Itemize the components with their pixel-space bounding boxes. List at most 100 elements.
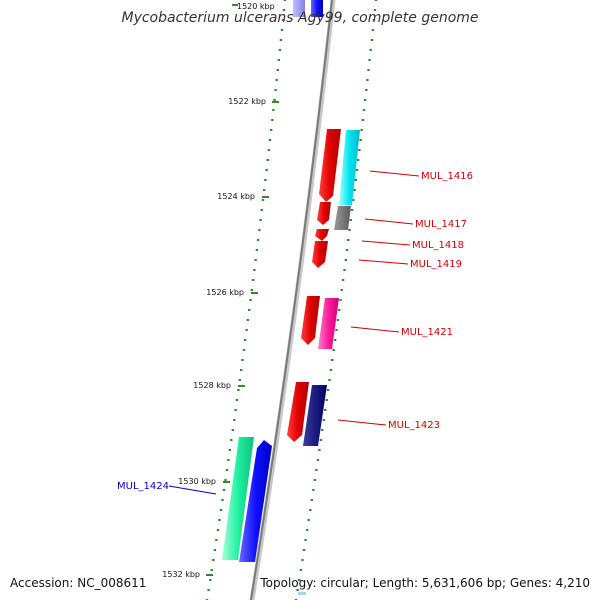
track-dot bbox=[279, 39, 283, 41]
track-dot bbox=[283, 0, 287, 1]
kbp-tick-label-1528: 1528 kbp bbox=[193, 381, 231, 390]
track-dot bbox=[241, 359, 244, 361]
track-dot bbox=[359, 139, 362, 141]
track-dot bbox=[240, 369, 243, 371]
feature-blue-partial bbox=[311, 0, 323, 17]
track-dot bbox=[325, 399, 328, 401]
track-dot bbox=[364, 99, 367, 101]
track-dot bbox=[224, 479, 227, 481]
track-dot bbox=[335, 329, 338, 331]
track-dot bbox=[209, 579, 212, 581]
track-dot bbox=[357, 159, 360, 161]
gene-labels: MUL_1416 MUL_1417 MUL_1418 MUL_1419 MUL_… bbox=[117, 171, 473, 492]
track-dot bbox=[261, 199, 265, 201]
track-dot bbox=[296, 589, 299, 591]
track-dot bbox=[265, 169, 268, 171]
kbp-tick-1526: 1526 kbp bbox=[206, 288, 258, 297]
track-dot bbox=[318, 449, 321, 451]
track-dot bbox=[370, 39, 373, 41]
track-dot bbox=[273, 99, 276, 101]
track-dot bbox=[266, 159, 269, 161]
gene-label-mul-1418[interactable]: MUL_1418 bbox=[412, 240, 464, 251]
track-dot bbox=[277, 59, 280, 61]
track-dot bbox=[301, 559, 304, 561]
kbp-tick-1524: 1524 kbp bbox=[217, 192, 269, 201]
label-leader-lines bbox=[168, 170, 420, 495]
track-dot bbox=[347, 239, 350, 241]
track-dot bbox=[230, 439, 233, 441]
gene-label-mul-1417[interactable]: MUL_1417 bbox=[415, 219, 467, 230]
gene-feature-cyan-1416 bbox=[339, 130, 360, 205]
gene-feature-red-1420 bbox=[301, 296, 320, 345]
track-dot bbox=[361, 119, 365, 121]
accession-label: Accession: NC_008611 bbox=[10, 576, 147, 590]
kbp-tick-1532: 1532 kbp bbox=[162, 570, 213, 579]
kbp-tick-label-1532: 1532 kbp bbox=[162, 570, 200, 579]
track-dot bbox=[339, 299, 342, 301]
genome-backbone bbox=[249, 0, 336, 600]
gene-feature-blue-1424 bbox=[239, 440, 272, 562]
track-dot bbox=[332, 349, 335, 351]
track-dot bbox=[264, 179, 267, 181]
track-dot bbox=[299, 569, 303, 571]
track-dot bbox=[328, 379, 331, 381]
track-dot bbox=[369, 49, 372, 51]
track-dot bbox=[246, 319, 250, 321]
track-dot bbox=[309, 509, 312, 511]
kbp-tick-1530: 1530 kbp bbox=[178, 477, 230, 486]
track-dot bbox=[276, 69, 279, 71]
track-dot bbox=[210, 569, 213, 571]
track-dot bbox=[278, 49, 282, 51]
track-dot bbox=[333, 339, 337, 341]
leader-line-1424 bbox=[168, 485, 217, 495]
top-partial-features bbox=[293, 0, 323, 17]
kbp-tick-1522: 1522 kbp bbox=[228, 97, 279, 106]
track-dot bbox=[349, 219, 352, 221]
track-dot bbox=[372, 19, 376, 21]
track-dot bbox=[275, 79, 278, 81]
track-dot bbox=[362, 109, 366, 111]
track-dot bbox=[255, 249, 259, 251]
track-dot bbox=[360, 129, 363, 131]
gene-feature-red-1418 bbox=[315, 229, 329, 241]
track-dot bbox=[245, 329, 248, 331]
track-dot bbox=[242, 349, 246, 351]
gene-label-mul-1419[interactable]: MUL_1419 bbox=[410, 259, 462, 270]
track-dot bbox=[271, 119, 274, 121]
inner-dotted-track bbox=[205, 0, 287, 600]
track-dot bbox=[321, 429, 324, 431]
track-dot bbox=[274, 89, 277, 91]
gene-label-mul-1423[interactable]: MUL_1423 bbox=[388, 420, 440, 431]
track-dot bbox=[219, 509, 223, 511]
track-dot bbox=[248, 309, 251, 311]
gene-feature-red-1422 bbox=[287, 382, 309, 442]
track-dot bbox=[272, 109, 275, 111]
track-dot bbox=[307, 519, 310, 521]
track-dot bbox=[244, 339, 247, 341]
track-dot bbox=[319, 439, 323, 441]
leader-line-1417 bbox=[364, 218, 414, 225]
track-dot bbox=[250, 289, 253, 291]
track-dot bbox=[221, 499, 224, 501]
track-dot bbox=[267, 149, 271, 151]
track-dot bbox=[326, 389, 330, 391]
track-dot bbox=[374, 0, 378, 1]
gene-feature-gray-1417 bbox=[334, 206, 351, 230]
gene-label-mul-1424[interactable]: MUL_1424 bbox=[117, 481, 169, 492]
gene-feature-navy-1423 bbox=[303, 385, 327, 446]
gene-label-mul-1421[interactable]: MUL_1421 bbox=[401, 327, 453, 338]
kbp-tick-label-1524: 1524 kbp bbox=[217, 192, 255, 201]
track-dot bbox=[366, 79, 369, 81]
track-dot bbox=[263, 189, 266, 191]
track-dot bbox=[313, 479, 317, 481]
track-dot bbox=[358, 149, 361, 151]
track-dot bbox=[343, 269, 346, 271]
track-dot bbox=[345, 249, 349, 251]
gene-label-mul-1416[interactable]: MUL_1416 bbox=[421, 171, 473, 182]
track-dot bbox=[238, 379, 241, 381]
track-dot bbox=[259, 219, 262, 221]
track-dot bbox=[367, 69, 370, 71]
track-dot bbox=[331, 359, 334, 361]
track-dot bbox=[365, 89, 368, 91]
track-dot bbox=[302, 549, 306, 551]
